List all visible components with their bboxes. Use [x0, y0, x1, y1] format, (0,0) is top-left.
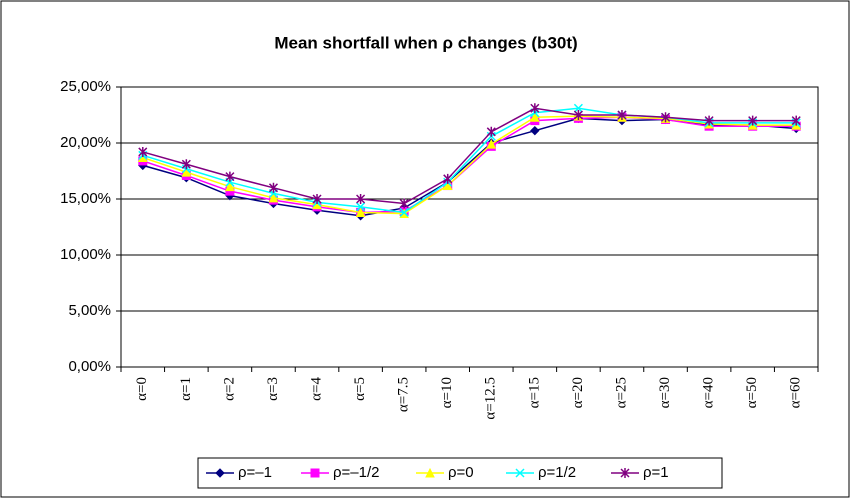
x-tick-label: α=10 — [439, 377, 455, 408]
marker — [225, 181, 235, 192]
marker — [661, 112, 671, 123]
y-tick-label: 5,00% — [68, 302, 111, 319]
x-tick-label: α=50 — [744, 377, 760, 408]
x-tick-label: α=20 — [570, 377, 586, 408]
marker — [530, 112, 540, 122]
marker — [399, 207, 409, 217]
y-tick-label: 15,00% — [60, 190, 111, 207]
marker — [530, 103, 540, 114]
marker — [356, 194, 366, 204]
x-tick-label: α=1 — [178, 377, 194, 401]
series-line — [142, 115, 797, 215]
legend: ρ=–1 ρ=–1/2 ρ=0 ρ=1/2 ρ=1 — [197, 457, 723, 489]
marker — [268, 182, 278, 193]
marker — [442, 180, 453, 191]
x-tick-label: α=60 — [788, 377, 804, 408]
marker — [791, 115, 801, 126]
x-tick-label: α=2 — [221, 377, 237, 401]
x-tick-label: α=40 — [701, 377, 717, 408]
marker — [181, 159, 191, 170]
marker — [486, 126, 496, 137]
x-tick-label: α=4 — [308, 377, 324, 401]
y-tick-label: 20,00% — [60, 134, 111, 151]
legend-label: ρ=1 — [643, 464, 669, 481]
marker — [530, 125, 540, 136]
x-tick-label: α=3 — [265, 377, 281, 401]
x-tick-label: α=5 — [352, 377, 368, 401]
y-tick-label: 25,00% — [60, 78, 111, 95]
legend-label: ρ=0 — [448, 464, 474, 481]
y-tick-label: 0,00% — [68, 358, 111, 375]
x-tick-label: α=30 — [657, 377, 673, 408]
marker — [748, 115, 758, 126]
x-tick-label: α=12.5 — [483, 377, 499, 420]
marker — [620, 468, 630, 478]
marker — [573, 103, 583, 113]
marker — [310, 468, 320, 478]
marker — [515, 468, 525, 478]
marker — [425, 467, 435, 478]
marker — [215, 468, 225, 478]
marker — [486, 139, 497, 149]
marker — [138, 146, 148, 157]
series-line — [142, 107, 797, 205]
marker — [355, 207, 366, 217]
y-tick-label: 10,00% — [60, 246, 111, 263]
legend-label: ρ=–1 — [238, 464, 272, 481]
marker — [704, 115, 714, 126]
marker — [268, 192, 279, 203]
x-tick-label: α=25 — [613, 377, 629, 408]
series-line — [142, 116, 797, 214]
legend-label: ρ=–1/2 — [333, 464, 380, 481]
series-line — [142, 107, 797, 214]
marker — [399, 198, 409, 209]
legend-label: ρ=1/2 — [538, 464, 576, 481]
marker — [225, 171, 235, 182]
x-tick-label: α=0 — [134, 377, 150, 401]
marker — [617, 110, 627, 120]
chart-title: Mean shortfall when ρ changes (b30t) — [274, 33, 577, 52]
marker — [573, 110, 583, 120]
marker — [443, 173, 453, 184]
x-tick-label: α=15 — [526, 377, 542, 408]
marker — [312, 194, 322, 204]
marker — [181, 167, 192, 177]
x-tick-label: α=7.5 — [396, 377, 412, 412]
marker — [356, 202, 366, 212]
plot-area — [120, 86, 819, 368]
